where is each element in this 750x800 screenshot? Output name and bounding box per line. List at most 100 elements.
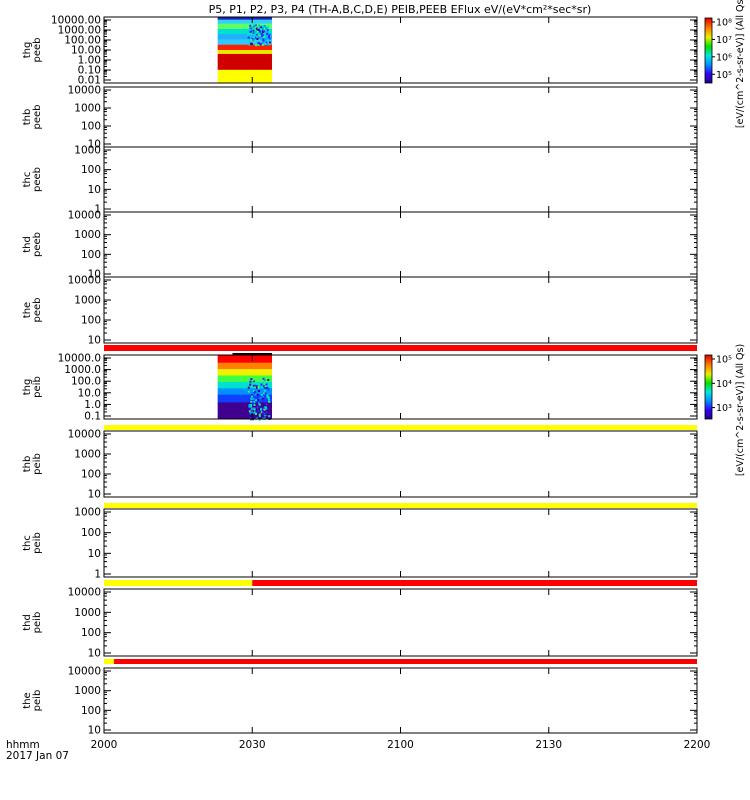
spectrogram-speckle [252, 24, 255, 27]
status-segment [104, 503, 697, 508]
status-bars [104, 345, 698, 664]
spectrogram-speckle [265, 413, 268, 416]
spectrogram-speckle [253, 403, 256, 406]
spectrogram-speckle [248, 34, 251, 37]
y-tick-label: 1000 [74, 295, 101, 307]
spectrogram-speckle [248, 412, 251, 415]
colorbar-tick-label: 10⁵ [716, 70, 732, 81]
y-tick-label: 10 [88, 269, 101, 281]
spectrogram-speckle [256, 37, 259, 40]
spectrogram-speckle [256, 393, 259, 396]
panel-frame [103, 146, 698, 213]
spectrogram-speckle [255, 382, 258, 385]
status-bar [104, 580, 697, 586]
spectrogram-band [217, 53, 273, 71]
spectrogram-speckle [259, 391, 262, 394]
spectrogram-speckle [250, 43, 253, 46]
spectrogram-speckle [259, 37, 262, 40]
spectrogram-speckle [267, 396, 270, 399]
x-tick-label: 2130 [535, 739, 562, 751]
spectrogram-speckle [250, 378, 253, 381]
spectrogram-speckle [254, 24, 257, 27]
spectrogram-speckle [264, 392, 267, 395]
spectrogram-speckle [258, 24, 261, 27]
spectrogram-speckle [263, 414, 266, 417]
y-tick-label: 1 [94, 569, 101, 581]
spectrogram [217, 17, 273, 84]
status-bar [104, 659, 698, 664]
spectrogram-speckle [254, 412, 257, 415]
spectrogram-speckle [250, 400, 253, 403]
spectrogram-speckle [254, 411, 257, 414]
spectrogram-speckle [261, 397, 264, 400]
spectrogram-speckle [258, 413, 261, 416]
spectrogram-speckle [250, 405, 253, 408]
spectrogram-speckle [263, 413, 266, 416]
spectrogram-speckle [265, 383, 268, 386]
spectrogram-speckle [252, 37, 255, 40]
x-axis: 2000 2030 2100 2130 2200 [91, 739, 711, 751]
spectrogram-band [217, 69, 273, 84]
spectrogram-speckle [268, 408, 271, 411]
spectrogram-speckle [257, 390, 260, 393]
spectrogram-speckle [264, 411, 267, 414]
y-tick-label: 1000.0 [64, 364, 101, 376]
spectrogram-speckle [252, 411, 255, 414]
y-tick-label: 1000.00 [58, 25, 101, 37]
y-tick-label: 1.00 [78, 55, 101, 67]
y-tick-label: 1000 [74, 449, 101, 461]
spectrogram-speckle [266, 30, 269, 33]
panel-frame [103, 588, 698, 657]
spectrogram-speckle [261, 405, 264, 408]
spectrogram-speckle [256, 30, 259, 33]
spectrogram-speckle [252, 31, 255, 34]
spectrogram-band [217, 17, 273, 21]
colorbar-gradient [704, 17, 713, 84]
colorbar-label: [eV/(cm^2-s-sr-eV)] (All Qs) [735, 344, 746, 476]
spectrogram-speckle [265, 411, 268, 414]
spectrogram-speckle [263, 33, 266, 36]
spectrogram-speckle [268, 37, 271, 40]
spectrogram-speckle [257, 34, 260, 37]
spectrogram-band [217, 44, 273, 51]
spectrogram-speckle [257, 402, 260, 405]
spectrogram-speckle [247, 380, 250, 383]
spectrogram-speckle [259, 397, 262, 400]
y-tick-label: 1000 [74, 507, 101, 519]
y-tick-label: 100.00 [64, 35, 101, 47]
spectrogram-speckle [266, 29, 269, 32]
spectrogram-speckle [258, 406, 261, 409]
spectrogram-speckle [256, 387, 259, 390]
spectrogram-band [217, 381, 273, 389]
spectrogram-speckle [257, 41, 260, 44]
spectrogram-speckle [265, 407, 268, 410]
panel-label: thdpeib [22, 612, 43, 634]
y-tick-label: 0.01 [78, 75, 101, 87]
status-segment [104, 580, 253, 586]
spectrogram-speckle [266, 43, 269, 46]
status-bar [104, 345, 697, 351]
spectrogram-speckle [248, 379, 251, 382]
spectrogram-speckle [264, 38, 267, 41]
panel-frame [103, 86, 698, 148]
spectrogram-speckle [256, 399, 259, 402]
y-tick-label: 100 [81, 121, 101, 133]
spectrogram-speckle [260, 26, 263, 29]
spectrogram-speckle [254, 393, 257, 396]
spectrogram-speckle [250, 417, 253, 420]
panel-frame [103, 667, 698, 734]
panel-label: thcpeeb [22, 167, 43, 192]
spectrogram-speckle [248, 414, 251, 417]
panel-label: thgpeib [22, 376, 43, 398]
spectrogram-speckle [257, 26, 260, 29]
spectrogram-speckle [253, 400, 256, 403]
spectrogram-band [217, 388, 273, 396]
spectrogram-speckle [268, 43, 271, 46]
y-tick-label: 1 [94, 204, 101, 216]
spectrogram-speckle [262, 38, 265, 41]
spectrogram-speckle [261, 29, 264, 32]
spectrogram-speckle [258, 403, 261, 406]
y-tick-label: 10000 [68, 275, 101, 287]
